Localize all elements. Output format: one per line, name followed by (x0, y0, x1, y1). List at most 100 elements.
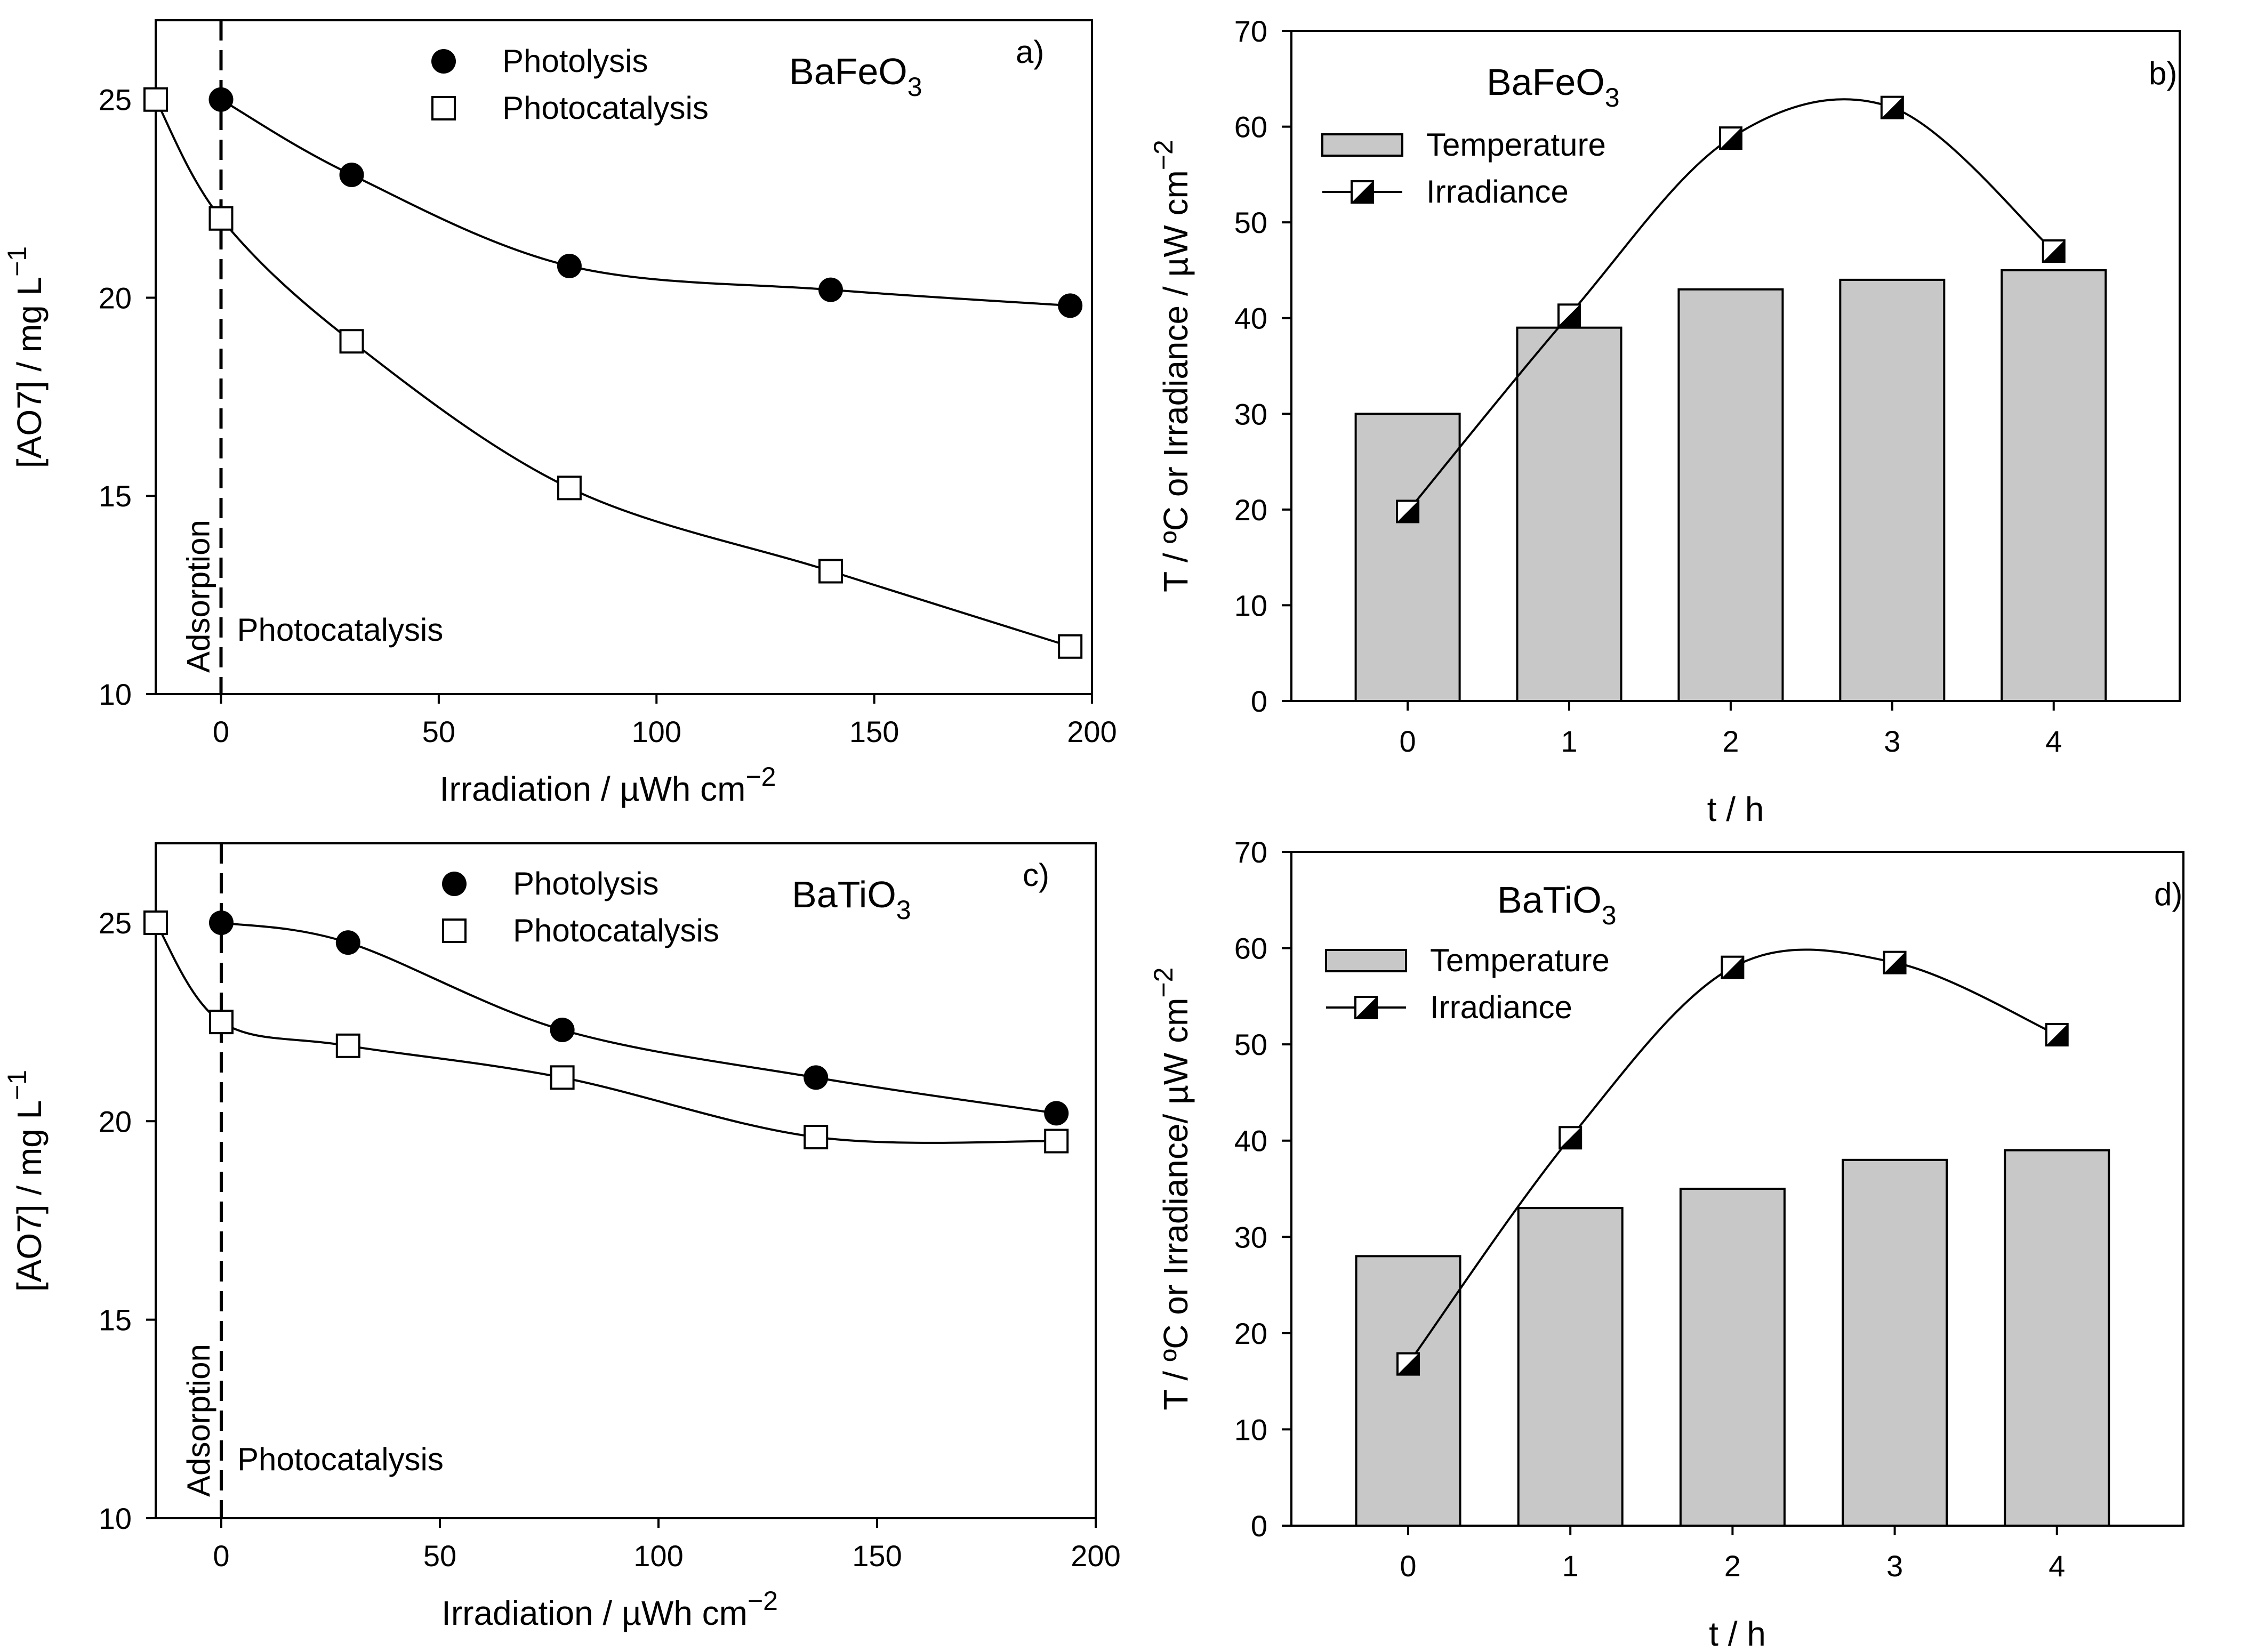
y-tick-label: 30 (1234, 1220, 1267, 1254)
legend-swatch-temperature (1325, 949, 1407, 972)
y-tick-label: 30 (1234, 397, 1267, 431)
y-axis-label-sup: −1 (2, 246, 32, 277)
plot-frame (1290, 30, 2181, 702)
x-tick-label: 0 (1400, 1549, 1416, 1583)
x-tick-label: 4 (2049, 1549, 2065, 1583)
y-tick-label: 10 (99, 678, 132, 711)
plot-frame (155, 19, 1093, 695)
bar-temperature (2001, 269, 2107, 702)
y-tick-label: 60 (1234, 110, 1267, 144)
data-point-irradiance-fill (1881, 96, 1903, 118)
plot-frame (155, 842, 1097, 1519)
panel-label: c) (1023, 857, 1049, 893)
y-axis-label: T / ºC or Irradiance / µW cm−2 (1148, 140, 1195, 592)
legend-label: Photocatalysis (502, 90, 709, 126)
data-point-photocatalysis (557, 476, 582, 501)
data-point-photolysis (1058, 293, 1083, 318)
y-tick-label: 40 (1234, 1124, 1267, 1158)
bar-temperature (1679, 1188, 1786, 1527)
plot-frame (1290, 851, 2184, 1527)
material-label: BaTiO3 (792, 874, 911, 925)
legend-label: Irradiance (1430, 989, 1572, 1025)
legend-label: Photocatalysis (513, 913, 719, 948)
x-tick-label: 0 (213, 715, 229, 748)
series-line-photolysis (221, 921, 1057, 1115)
x-tick-label: 200 (1071, 1539, 1120, 1573)
y-tick-label: 15 (99, 1303, 132, 1337)
y-axis-label-sup: −2 (1148, 140, 1178, 170)
x-tick-label: 2 (1724, 1549, 1741, 1583)
y-tick-label: 15 (99, 479, 132, 513)
panel-label: a) (1016, 34, 1044, 70)
annotation-photocatalysis: Photocatalysis (237, 1441, 444, 1477)
y-tick-label: 25 (99, 83, 132, 117)
material-label: BaFeO3 (789, 51, 922, 102)
data-point-irradiance-fill (2046, 1024, 2068, 1046)
bar-temperature (1517, 1207, 1624, 1527)
series-line-photolysis (220, 98, 1071, 307)
y-tick-label: 10 (1234, 1413, 1267, 1446)
legend-marker-circle (431, 49, 456, 74)
y-axis-label: [AO7] / mg L−1 (2, 1070, 49, 1292)
material-label-sub: 3 (1602, 900, 1617, 930)
x-tick-label: 1 (1562, 1549, 1579, 1583)
data-point-irradiance-fill (1560, 1127, 1581, 1149)
x-tick-label: 100 (633, 1539, 683, 1573)
legend-label: Irradiance (1426, 174, 1569, 209)
x-tick-label: 2 (1722, 724, 1739, 758)
panel-a: 0 50 100 150 200 10 15 20 25 Irradiation / µWh cm… (2, 19, 1117, 808)
y-tick-label: 20 (1234, 493, 1267, 527)
data-point-irradiance-fill (2043, 240, 2065, 262)
x-tick-label: 200 (1067, 715, 1117, 748)
x-tick-label: 1 (1561, 724, 1577, 758)
legend-marker-irradiance-fill (1355, 997, 1377, 1018)
y-tick-label: 50 (1234, 1028, 1267, 1061)
data-point-irradiance-fill (1397, 1353, 1419, 1375)
y-tick-label: 10 (99, 1502, 132, 1535)
data-point-irradiance-fill (1559, 304, 1580, 326)
x-axis-label: Irradiation / µWh cm−2 (441, 1586, 778, 1632)
data-point-photolysis (804, 1065, 829, 1090)
y-tick-label: 60 (1234, 932, 1267, 965)
y-tick-label: 0 (1251, 1509, 1267, 1543)
y-tick-label: 20 (99, 1105, 132, 1138)
data-point-photocatalysis (1044, 1129, 1069, 1154)
data-point-photolysis (209, 910, 234, 935)
annotation-adsorption: Adsorption (181, 520, 216, 673)
x-tick-label: 0 (1400, 724, 1416, 758)
y-axis-label: [AO7] / mg L−1 (2, 246, 49, 468)
bar-temperature (1355, 1255, 1461, 1527)
x-tick-label: 150 (849, 715, 899, 748)
y-tick-label: 70 (1234, 14, 1267, 48)
x-tick-label: 50 (422, 715, 455, 748)
data-point-photolysis (208, 87, 234, 112)
x-axis-label-sup: −2 (745, 762, 776, 792)
legend-marker-square (431, 96, 456, 120)
y-tick-label: 70 (1234, 835, 1267, 869)
legend-label: Temperature (1430, 942, 1610, 978)
data-point-photolysis (335, 930, 360, 955)
legend-label: Photolysis (513, 866, 658, 901)
data-point-irradiance-fill (1722, 956, 1744, 978)
x-tick-label: 4 (2045, 724, 2062, 758)
data-point-photocatalysis (208, 206, 234, 231)
data-point-photolysis (550, 1018, 575, 1043)
x-axis-label: t / h (1707, 790, 1764, 828)
data-point-irradiance-fill (1720, 127, 1741, 149)
x-tick-label: 0 (213, 1539, 229, 1573)
material-label-sub: 3 (907, 72, 922, 102)
y-tick-label: 0 (1251, 684, 1267, 718)
annotation-photocatalysis: Photocatalysis (237, 612, 444, 648)
data-point-photocatalysis (339, 329, 364, 354)
legend-label: Temperature (1426, 127, 1606, 163)
y-tick-label: 25 (99, 906, 132, 940)
bar-temperature (1354, 413, 1461, 702)
y-axis-label-sup: −2 (1148, 968, 1178, 998)
legend-marker-square (442, 918, 467, 943)
panel-label: b) (2149, 55, 2177, 91)
y-tick-label: 50 (1234, 206, 1267, 239)
legend-marker-circle (442, 872, 467, 896)
panel-d: 0 10 20 30 40 50 60 70 0 1 2 3 4 Temperature Irradianc… (1148, 835, 2184, 1652)
y-axis-label: T / ºC or Irradiance/ µW cm−2 (1148, 968, 1195, 1411)
data-point-photocatalysis (804, 1125, 829, 1150)
